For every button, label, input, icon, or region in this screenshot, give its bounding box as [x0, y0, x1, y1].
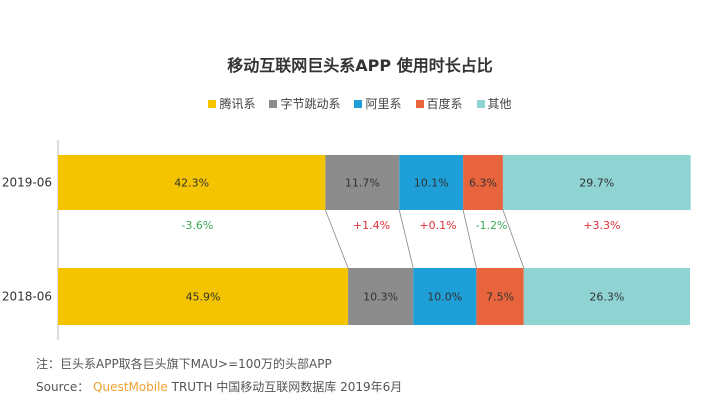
data-label: 11.7% — [345, 177, 380, 190]
data-label: 29.7% — [579, 177, 614, 190]
legend-label: 其他 — [487, 97, 512, 111]
legend-label: 字节跳动系 — [280, 97, 341, 111]
chart-title: 移动互联网巨头系APP 使用时长占比 — [227, 56, 493, 75]
bar-segment — [463, 155, 503, 210]
change-label: +0.1% — [419, 219, 456, 232]
bar-segment — [523, 268, 690, 325]
legend-item: 字节跳动系 — [269, 95, 340, 112]
data-label: 42.3% — [174, 177, 209, 190]
legend-item: 阿里系 — [354, 95, 402, 112]
connector-line — [398, 209, 414, 269]
legend-swatch — [354, 100, 363, 108]
change-label: +3.3% — [583, 219, 620, 232]
legend: 腾讯系 字节跳动系 阿里系 百度系 其他 — [0, 95, 720, 112]
bar-segment — [413, 268, 477, 325]
legend-item: 百度系 — [415, 95, 463, 112]
legend-item: 腾讯系 — [208, 95, 255, 112]
bar-segment — [58, 268, 349, 325]
bar-segment — [58, 155, 326, 210]
bar-segment — [399, 155, 464, 210]
bar-segment — [348, 268, 414, 325]
bar-segment — [325, 155, 400, 210]
legend-label: 百度系 — [426, 97, 463, 111]
legend-swatch — [208, 100, 217, 108]
data-label: 10.0% — [427, 291, 462, 304]
legend-item: 其他 — [476, 95, 512, 112]
legend-label: 阿里系 — [365, 97, 402, 111]
source-line: Source： QuestMobile TRUTH 中国移动互联网数据库 201… — [36, 378, 402, 395]
change-label: -1.2% — [476, 219, 508, 232]
change-label: +1.4% — [353, 219, 390, 232]
data-label: 10.3% — [363, 291, 398, 304]
data-label: 26.3% — [589, 291, 624, 304]
change-label: -3.6% — [181, 219, 213, 232]
legend-label: 腾讯系 — [219, 97, 256, 111]
legend-swatch — [269, 100, 278, 108]
connector-line — [462, 209, 477, 269]
category-label: 2019-06 — [2, 176, 52, 190]
connector-line — [502, 209, 525, 269]
bar-segment — [476, 268, 524, 325]
legend-swatch — [476, 100, 485, 108]
source-prefix: Source： — [36, 380, 90, 394]
data-label: 6.3% — [469, 177, 497, 190]
data-label: 10.1% — [414, 177, 449, 190]
legend-swatch — [415, 100, 424, 108]
category-label: 2018-06 — [2, 290, 52, 304]
footnote: 注：巨头系APP取各巨头旗下MAU>=100万的头部APP — [36, 357, 332, 371]
connector-line — [324, 209, 349, 269]
source-brand: QuestMobile — [93, 380, 168, 394]
data-label: 7.5% — [486, 291, 514, 304]
data-label: 45.9% — [186, 291, 221, 304]
source-rest: TRUTH 中国移动互联网数据库 2019年6月 — [171, 380, 403, 394]
bar-segment — [502, 155, 691, 210]
